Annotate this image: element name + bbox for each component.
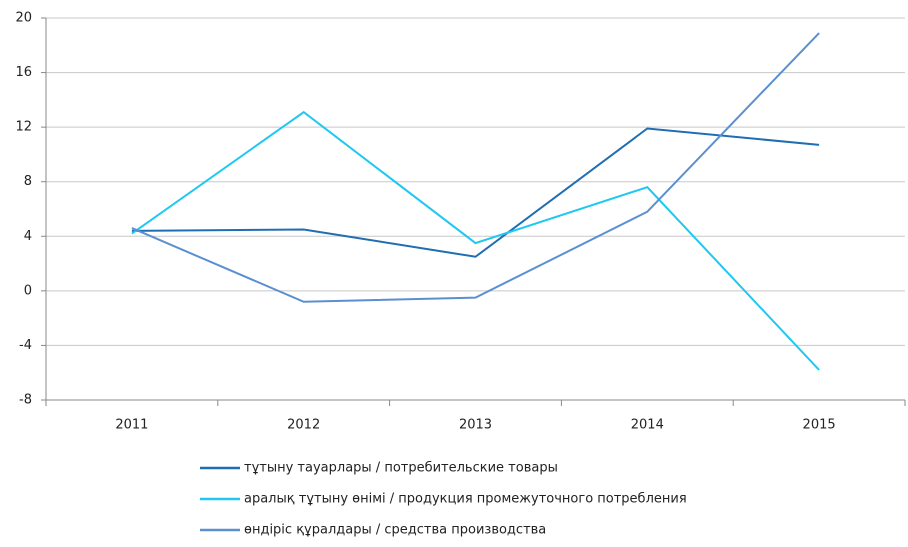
y-tick-label: 20 [15, 11, 32, 26]
y-tick-label: 0 [24, 283, 32, 298]
legend-label: тұтыну тауарлары / потребительские товар… [244, 461, 558, 476]
y-tick-label: -4 [19, 338, 32, 353]
x-tick-label: 2012 [287, 418, 320, 433]
x-tick-label: 2015 [803, 418, 836, 433]
y-tick-label: 12 [15, 120, 32, 135]
y-tick-label: 16 [15, 65, 32, 80]
y-tick-label: 8 [24, 174, 32, 189]
x-tick-label: 2011 [115, 418, 148, 433]
x-tick-label: 2014 [631, 418, 664, 433]
series-line [131, 127, 820, 258]
series-line [131, 110, 820, 371]
y-tick-label: 4 [24, 229, 32, 244]
legend-label: өндіріс құралдары / средства производств… [244, 523, 546, 538]
x-tick-label: 2013 [459, 418, 492, 433]
y-tick-label: -8 [19, 393, 32, 408]
series-line [131, 32, 820, 303]
legend-label: аралық тұтыну өнімі / продукция промежут… [244, 492, 687, 507]
